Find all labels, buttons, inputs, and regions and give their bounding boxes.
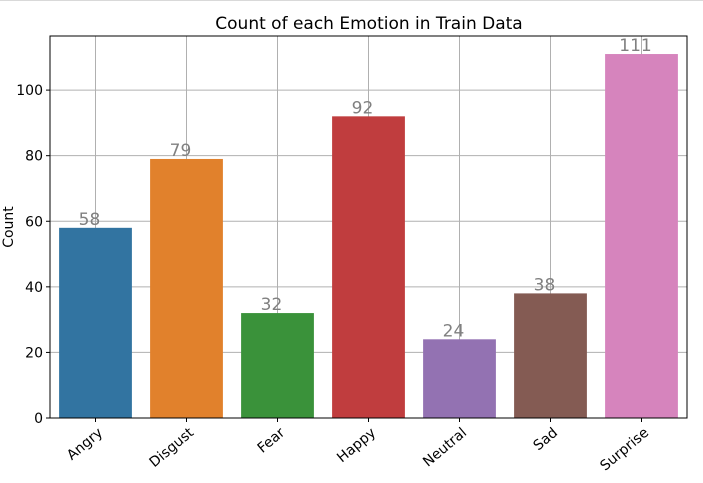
data-label-angry: 58: [79, 210, 101, 230]
x-tick-label-disgust: Disgust: [147, 424, 198, 470]
y-tick-label: 100: [16, 83, 43, 99]
bars: [59, 54, 678, 419]
data-label-surprise: 111: [619, 36, 651, 56]
y-tick-label: 20: [25, 345, 43, 361]
data-label-sad: 38: [534, 275, 556, 295]
x-tick-label-happy: Happy: [334, 425, 379, 466]
y-tick-label: 40: [25, 280, 43, 296]
bar-disgust: [150, 158, 223, 419]
y-tick-label: 80: [25, 149, 43, 165]
plot-frame: [49, 35, 688, 419]
y-tick-labels: 0 20 40 60 80 100: [16, 83, 50, 427]
data-label-disgust: 79: [170, 141, 192, 161]
y-tick-label: 60: [25, 214, 43, 230]
bar-surprise: [605, 54, 678, 419]
x-tick-label-neutral: Neutral: [420, 425, 470, 470]
y-axis-label: Count: [1, 206, 17, 248]
x-tick-label-sad: Sad: [531, 425, 561, 454]
x-tick-label-surprise: Surprise: [597, 425, 652, 475]
data-labels: 58 79 32 92 24 38 111: [79, 36, 652, 341]
bar-sad: [514, 293, 587, 418]
bar-neutral: [423, 339, 496, 418]
top-divider: [0, 0, 703, 1]
bar-fear: [241, 313, 314, 418]
x-tick-label-angry: Angry: [64, 425, 106, 464]
data-label-fear: 32: [261, 295, 283, 315]
chart-title: Count of each Emotion in Train Data: [215, 14, 522, 34]
y-tick-label: 0: [34, 411, 43, 427]
bar-angry: [59, 227, 132, 418]
x-tick-label-fear: Fear: [255, 425, 289, 457]
bar-happy: [332, 116, 405, 418]
x-tick-labels: Angry Disgust Fear Happy Neutral Sad Surprise: [64, 418, 652, 474]
data-label-happy: 92: [352, 98, 374, 118]
data-label-neutral: 24: [443, 321, 465, 341]
